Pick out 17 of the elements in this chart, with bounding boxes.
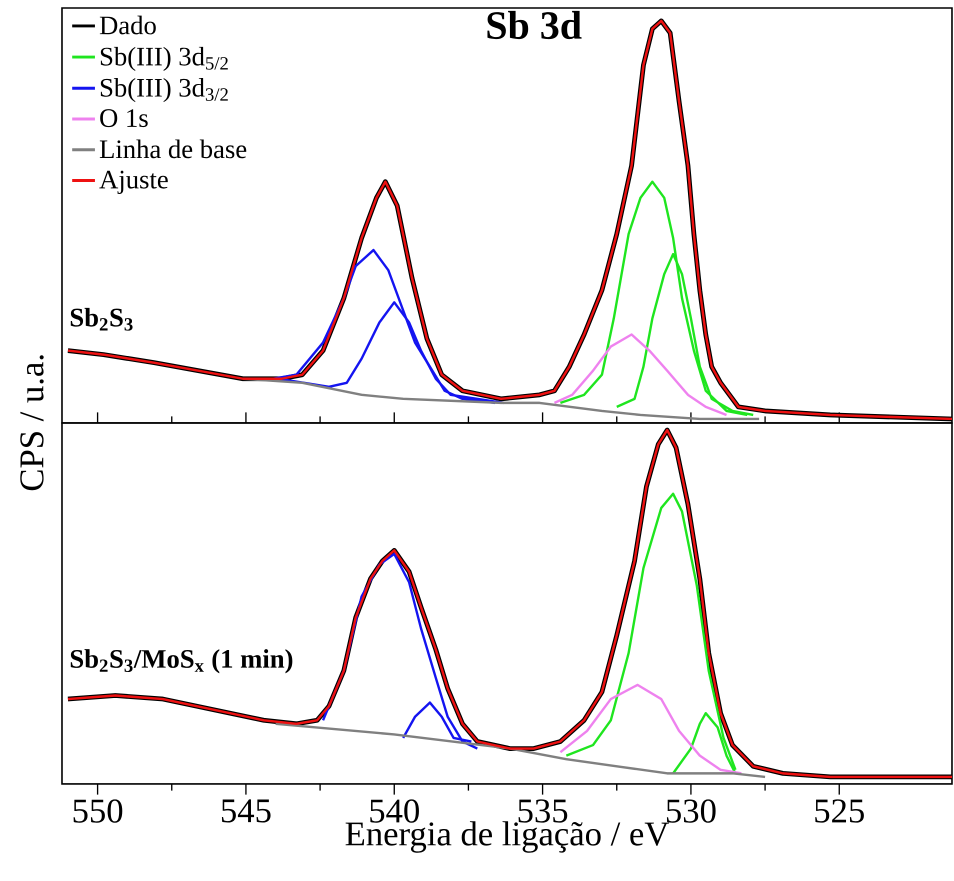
legend-label: O 1s: [100, 109, 148, 128]
legend-label: Linha de base: [100, 139, 246, 158]
y-axis-title: CPS / u.a.: [20, 355, 44, 490]
text: Sb$_{2}$S$_{3}$: [70, 308, 133, 331]
legend-label: Sb(III) 3d$_{3/2}$: [100, 78, 228, 102]
x-axis-title: Energia de ligação / eV: [346, 821, 669, 853]
x-tick-label: 540: [370, 799, 419, 823]
x-tick-label: 550: [74, 799, 122, 823]
x-tick-label: 525: [815, 799, 864, 823]
x-tick-label: 535: [518, 799, 568, 823]
text: Sb$_{2}$S$_{3}$/MoS$_{x}$ (1 min): [70, 649, 292, 674]
x-tick-label: 545: [222, 799, 271, 823]
legend-label: Sb(III) 3d$_{5/2}$: [100, 46, 228, 72]
x-tick-label: 530: [666, 799, 716, 823]
legend-label: Ajuste: [99, 170, 168, 194]
legend-label: Dado: [100, 16, 156, 34]
chart-title: Sb 3d: [487, 10, 582, 40]
